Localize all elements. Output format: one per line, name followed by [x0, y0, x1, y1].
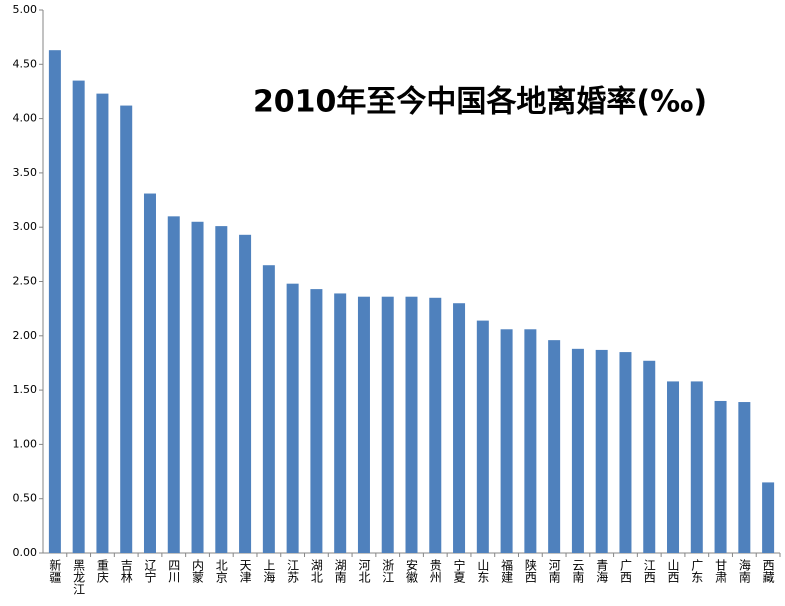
x-tick-label: 重庆 — [95, 559, 109, 583]
bar — [453, 303, 466, 553]
bar — [548, 340, 561, 553]
bar — [215, 226, 228, 553]
bar — [714, 400, 727, 553]
bar — [191, 221, 204, 553]
x-tick-label: 上海 — [262, 559, 276, 583]
y-tick-label: 2.50 — [13, 275, 38, 288]
x-tick-label: 西藏 — [761, 559, 775, 584]
x-tick-label: 云南 — [571, 559, 585, 583]
y-tick-label: 0.50 — [13, 492, 38, 505]
bar — [48, 50, 61, 553]
x-tick-label: 天津 — [238, 559, 252, 583]
bar — [310, 289, 323, 553]
x-tick-label: 黑龙江 — [72, 559, 86, 595]
bar — [667, 381, 680, 553]
x-tick-label: 湖北 — [309, 558, 323, 584]
x-tick-label: 贵州 — [428, 559, 442, 583]
bar — [381, 296, 394, 553]
bar — [96, 93, 109, 553]
x-tick-label: 海南 — [737, 558, 751, 583]
bar — [239, 234, 252, 553]
bar — [476, 320, 489, 553]
x-tick-label: 四川 — [167, 559, 181, 583]
bar — [762, 482, 775, 553]
chart-title: 2010年至今中国各地离婚率(‰) — [253, 85, 707, 120]
x-tick-label: 湖南 — [333, 558, 347, 583]
x-tick-label: 新疆 — [48, 558, 62, 583]
y-tick-label: 3.50 — [13, 166, 38, 179]
bar — [500, 329, 513, 553]
x-tick-label: 内蒙 — [191, 559, 205, 583]
bar — [262, 265, 275, 553]
y-tick-label: 3.00 — [13, 220, 38, 233]
x-tick-label: 山东 — [476, 559, 490, 583]
y-tick-label: 4.00 — [13, 112, 38, 125]
x-tick-label: 陕西 — [523, 558, 537, 583]
x-tick-label: 山西 — [666, 559, 680, 583]
bar — [595, 349, 608, 553]
x-tick-label: 江苏 — [286, 559, 300, 583]
bar — [334, 293, 347, 553]
bar — [738, 402, 751, 553]
bar — [643, 360, 656, 553]
bar — [286, 283, 299, 553]
y-tick-label: 4.50 — [13, 57, 38, 70]
bar — [571, 348, 584, 553]
x-tick-label: 浙江 — [381, 559, 395, 583]
bar — [357, 296, 370, 553]
bar — [619, 352, 632, 553]
x-tick-label: 河北 — [357, 559, 371, 584]
y-tick-label: 1.00 — [13, 437, 38, 450]
x-tick-label: 江西 — [642, 559, 656, 583]
bar — [429, 297, 442, 553]
bar — [72, 80, 85, 553]
bar — [143, 193, 156, 553]
x-tick-label: 安徽 — [405, 558, 419, 583]
y-tick-label: 2.00 — [13, 329, 38, 342]
x-tick-label: 北京 — [214, 559, 228, 584]
y-tick-label: 5.00 — [13, 3, 38, 16]
x-tick-label: 甘肃 — [714, 559, 728, 584]
x-tick-label: 宁夏 — [452, 558, 466, 583]
x-tick-label: 福建 — [500, 558, 514, 584]
x-tick-label: 广西 — [618, 559, 632, 583]
x-tick-label: 广东 — [690, 559, 704, 583]
bar — [524, 329, 537, 553]
bar — [120, 105, 133, 554]
bar — [690, 381, 703, 553]
x-tick-label: 青海 — [595, 559, 609, 583]
x-tick-label: 河南 — [547, 559, 561, 583]
y-tick-label: 0.00 — [13, 546, 38, 559]
x-tick-label: 辽宁 — [143, 559, 157, 583]
y-tick-label: 1.50 — [13, 383, 38, 396]
x-tick-label: 吉林 — [119, 559, 133, 583]
bar — [405, 296, 418, 553]
bar — [167, 216, 180, 553]
